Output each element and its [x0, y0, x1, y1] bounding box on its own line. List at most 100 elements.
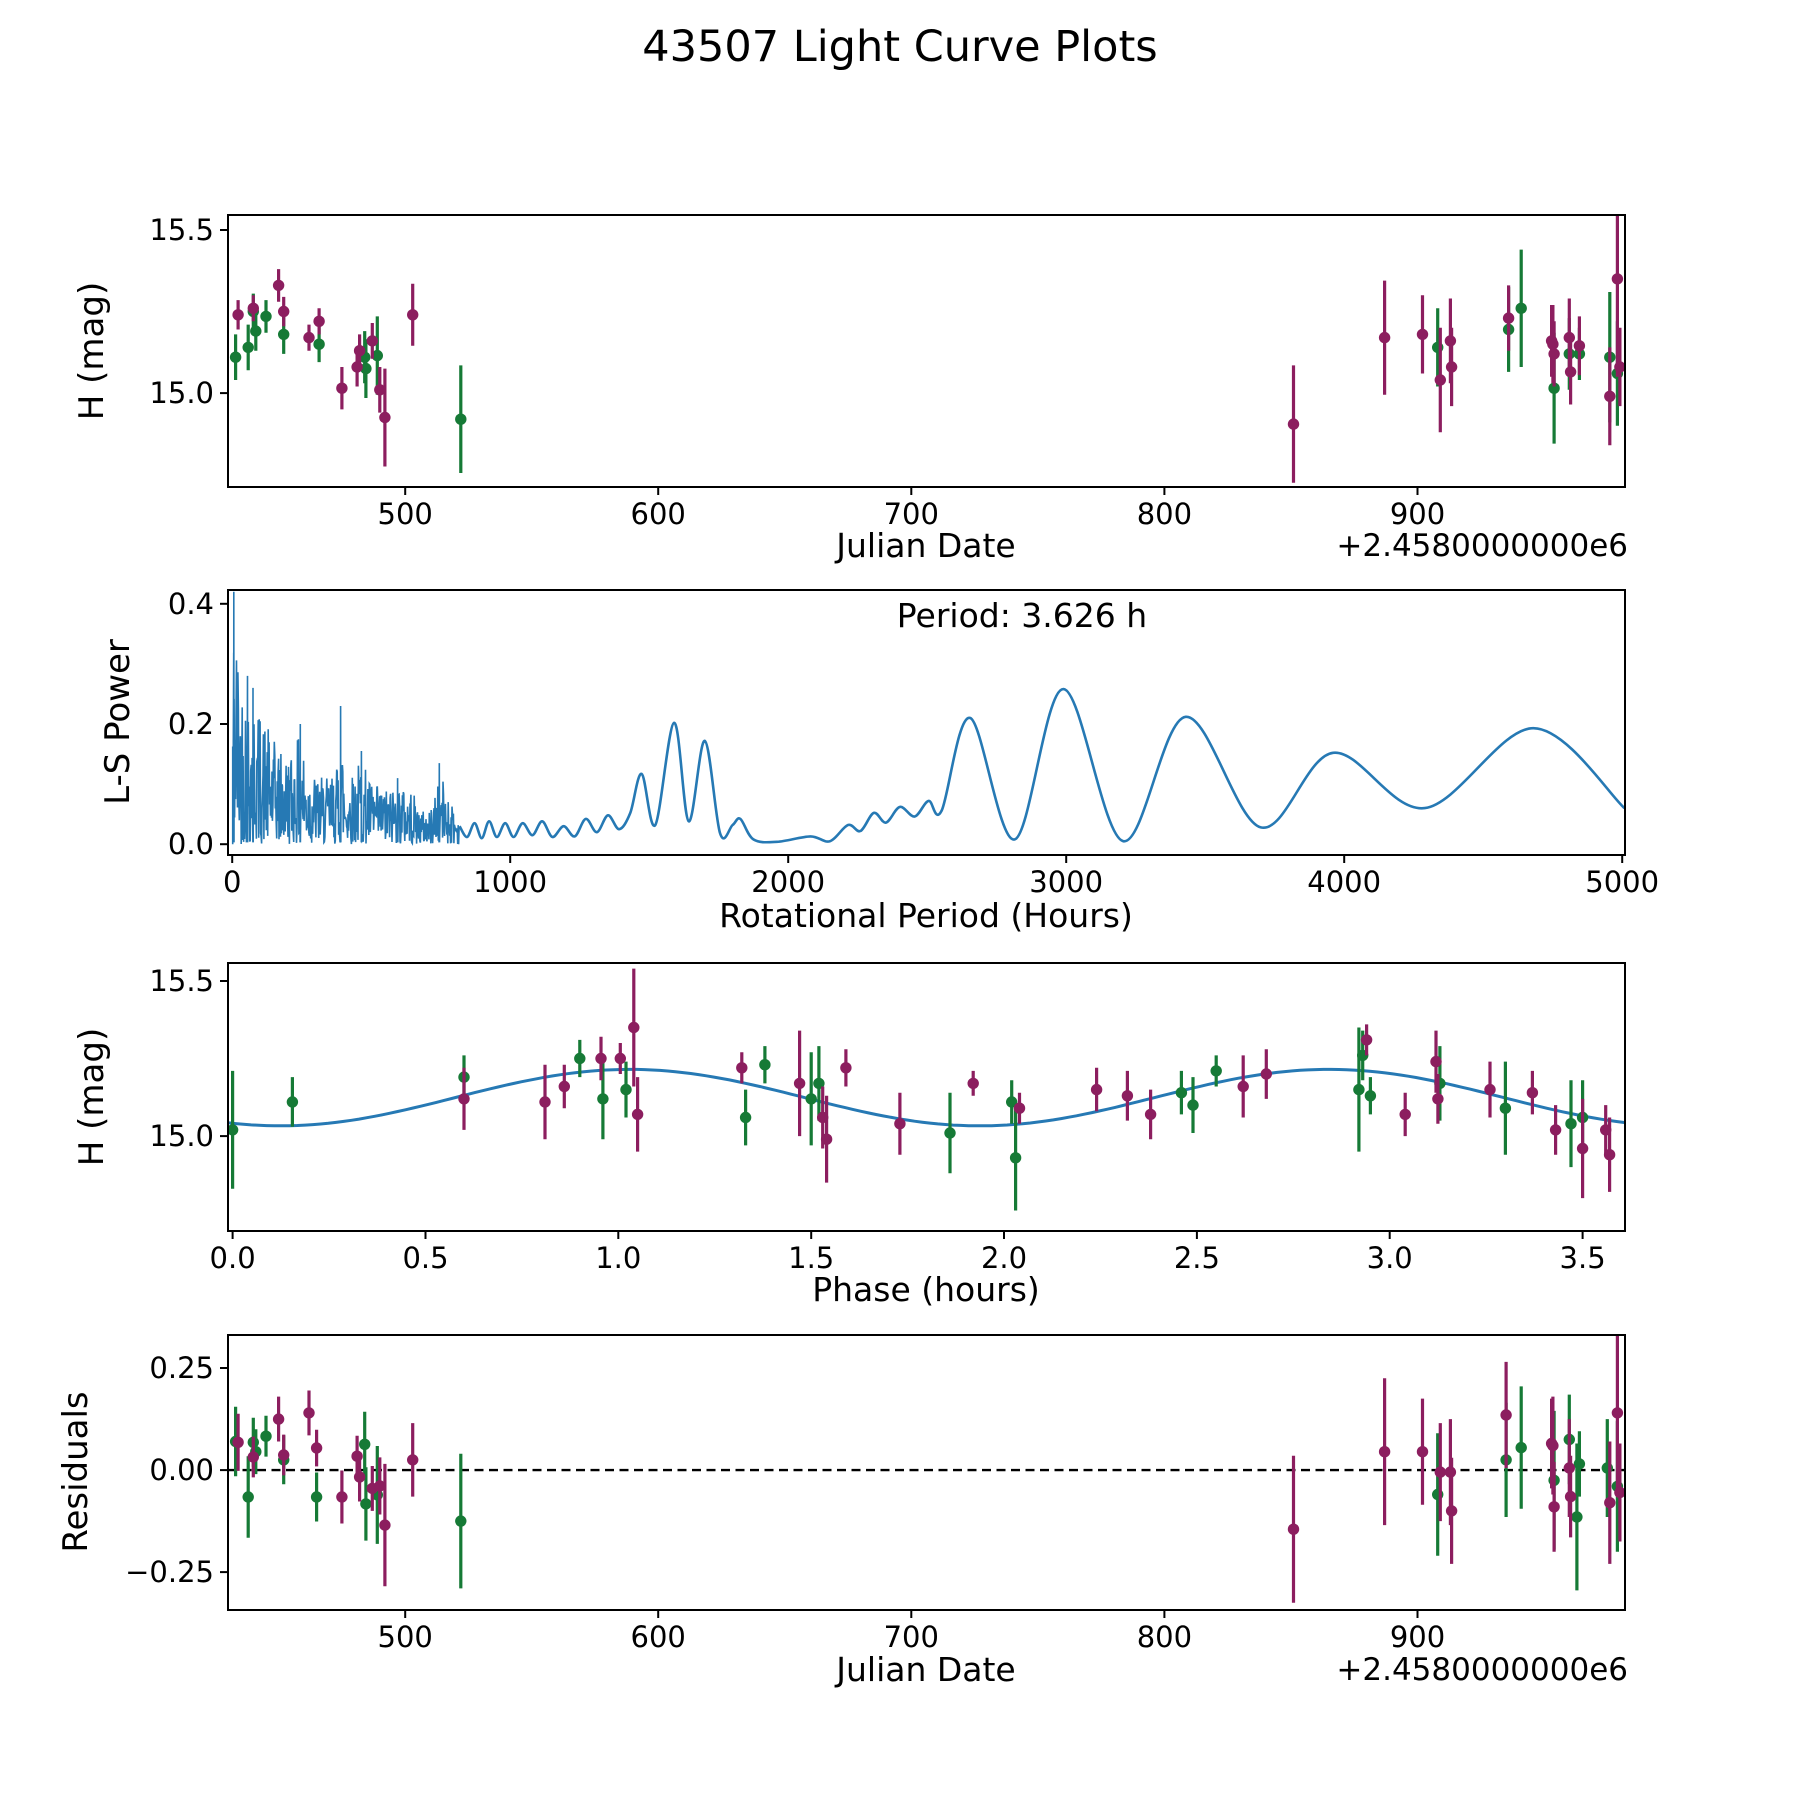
data-point-filter-purple — [558, 1080, 570, 1093]
data-point-filter-purple — [379, 1519, 391, 1531]
x-tick-label: 1.5 — [788, 1241, 834, 1275]
x-tick-label: 600 — [631, 497, 686, 531]
x-tick-label: 500 — [378, 497, 433, 531]
data-point-filter-green — [1006, 1096, 1018, 1108]
period-annotation: Period: 3.626 h — [896, 596, 1148, 635]
data-point-filter-purple — [967, 1077, 979, 1090]
data-point-filter-purple — [310, 1442, 323, 1454]
data-point-filter-purple — [1090, 1083, 1103, 1096]
data-point-filter-green — [1515, 302, 1527, 314]
x-tick-label: 0.0 — [210, 1241, 256, 1275]
x-tick-label: 0 — [223, 865, 241, 899]
y-tick-label: 0.00 — [149, 1453, 214, 1487]
data-point-filter-purple — [303, 1407, 315, 1419]
data-point-filter-purple — [1287, 1523, 1300, 1535]
data-point-filter-purple — [1627, 1479, 1638, 1490]
data-point-filter-purple — [1627, 371, 1638, 382]
data-point-filter-green — [371, 349, 383, 362]
data-point-filter-purple — [351, 361, 363, 373]
xlabel-julian-date-top: Julian Date — [836, 526, 1016, 565]
plot-area-lc — [229, 215, 1638, 483]
data-point-filter-purple — [1378, 1446, 1391, 1458]
data-point-filter-green — [455, 1515, 467, 1527]
data-point-filter-purple — [1399, 1108, 1411, 1121]
data-point-filter-green — [360, 362, 372, 375]
figure-title: 43507 Light Curve Plots — [642, 22, 1158, 72]
data-point-filter-green — [574, 1052, 586, 1065]
x-tick-label: 2.5 — [1174, 1241, 1220, 1275]
plot-area-ph — [228, 968, 1625, 1211]
data-point-filter-green — [1627, 384, 1638, 395]
x-tick-label: 4000 — [1307, 865, 1381, 899]
data-point-filter-purple — [1526, 1087, 1539, 1099]
data-point-filter-purple — [353, 345, 366, 357]
data-point-filter-purple — [1434, 1466, 1447, 1478]
data-point-filter-green — [1175, 1087, 1188, 1099]
data-point-filter-green — [1565, 1118, 1577, 1130]
data-point-filter-green — [228, 1124, 239, 1136]
data-point-filter-purple — [1287, 418, 1300, 430]
data-point-filter-green — [260, 310, 272, 323]
x-tick-label: 1000 — [473, 865, 547, 899]
data-point-filter-purple — [1445, 361, 1458, 373]
data-point-filter-purple — [1416, 1446, 1429, 1458]
axes-spines-lc — [227, 214, 1626, 488]
x-tick-label: 3000 — [1029, 865, 1103, 899]
data-point-filter-purple — [458, 1093, 470, 1105]
y-tick-label: 15.5 — [149, 213, 214, 247]
data-point-filter-purple — [407, 1454, 419, 1466]
data-point-filter-purple — [278, 305, 290, 318]
axes-spines-rs — [227, 1334, 1626, 1611]
data-point-filter-purple — [1547, 1439, 1559, 1452]
data-point-filter-purple — [1484, 1083, 1496, 1096]
data-point-filter-green — [229, 351, 242, 363]
data-point-filter-purple — [303, 331, 315, 344]
x-offset-text-top: +2.4580000000e6 — [1336, 528, 1628, 564]
x-tick-label: 800 — [1137, 497, 1192, 531]
data-point-filter-purple — [232, 1436, 244, 1449]
data-point-filter-purple — [247, 1451, 259, 1463]
data-point-filter-purple — [1548, 1501, 1560, 1513]
data-point-filter-purple — [1604, 390, 1616, 402]
x-tick-label: 2.0 — [981, 1241, 1027, 1275]
data-point-filter-purple — [1576, 1142, 1589, 1155]
data-point-filter-green — [813, 1077, 825, 1090]
data-point-filter-green — [360, 1498, 372, 1510]
data-point-filter-green — [620, 1083, 632, 1096]
data-point-filter-purple — [1611, 1407, 1624, 1419]
data-point-filter-purple — [736, 1062, 748, 1074]
data-point-filter-purple — [1549, 1124, 1562, 1136]
data-point-filter-purple — [1502, 312, 1515, 324]
data-point-filter-purple — [247, 302, 259, 314]
data-point-filter-purple — [1144, 1108, 1157, 1121]
ylabel-ls-power: L-S Power — [98, 639, 138, 805]
data-point-filter-purple — [379, 411, 391, 424]
data-point-filter-purple — [1444, 1466, 1457, 1478]
x-tick-label: 3.5 — [1560, 1241, 1606, 1275]
x-tick-label: 700 — [884, 497, 939, 531]
data-point-filter-purple — [1614, 1486, 1625, 1499]
data-point-filter-purple — [820, 1133, 833, 1145]
data-point-filter-green — [250, 325, 262, 337]
x-tick-label: 5000 — [1585, 865, 1659, 899]
data-point-filter-purple — [840, 1062, 852, 1074]
data-point-filter-purple — [1445, 1505, 1458, 1517]
data-point-filter-purple — [272, 1413, 285, 1425]
y-tick-label: 0.2 — [168, 707, 214, 741]
data-point-filter-green — [359, 1438, 371, 1451]
x-tick-label: 900 — [1390, 497, 1445, 531]
data-point-filter-green — [242, 341, 254, 354]
data-point-filter-green — [1009, 1152, 1022, 1164]
error-bars-filter-purple — [236, 1335, 1622, 1603]
x-tick-label: 600 — [631, 1620, 686, 1654]
data-point-filter-green — [805, 1093, 817, 1105]
plot-area-pg — [231, 591, 1625, 847]
data-point-filter-purple — [1444, 335, 1457, 347]
data-point-filter-green — [1210, 1065, 1222, 1077]
data-point-filter-purple — [595, 1052, 607, 1065]
data-point-filter-purple — [351, 1450, 363, 1462]
y-tick-label: 15.5 — [149, 964, 214, 998]
data-point-filter-purple — [1237, 1080, 1249, 1093]
data-point-filter-purple — [1547, 338, 1559, 350]
xlabel-phase-hours: Phase (hours) — [812, 1270, 1040, 1309]
